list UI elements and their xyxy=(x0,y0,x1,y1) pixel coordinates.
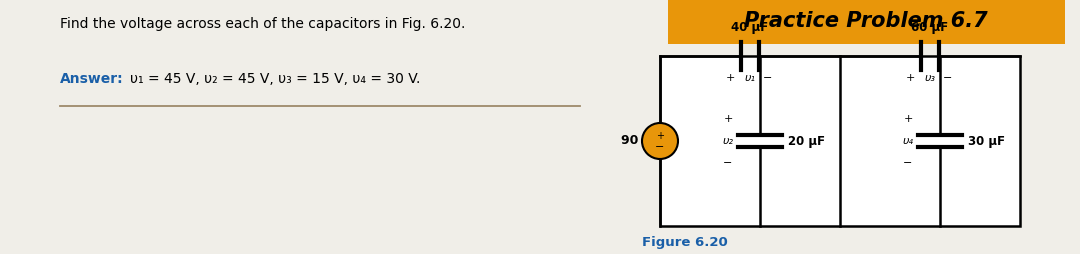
Text: −: − xyxy=(903,158,913,168)
Bar xyxy=(669,0,1065,44)
Text: Answer:: Answer: xyxy=(60,72,123,86)
Circle shape xyxy=(642,123,678,159)
Text: υ₁ = 45 V, υ₂ = 45 V, υ₃ = 15 V, υ₄ = 30 V.: υ₁ = 45 V, υ₂ = 45 V, υ₃ = 15 V, υ₄ = 30… xyxy=(130,72,420,86)
Text: −: − xyxy=(943,73,953,83)
Text: υ₄: υ₄ xyxy=(903,136,914,146)
Text: −: − xyxy=(764,73,772,83)
Bar xyxy=(660,56,1020,226)
Text: +: + xyxy=(724,114,732,124)
Text: Practice Problem 6.7: Practice Problem 6.7 xyxy=(744,11,988,31)
Text: −: − xyxy=(724,158,732,168)
Text: +: + xyxy=(726,73,734,83)
Text: Figure 6.20: Figure 6.20 xyxy=(642,236,728,249)
Text: υ₃: υ₃ xyxy=(924,73,935,83)
Text: 60 μF: 60 μF xyxy=(912,21,948,34)
Text: υ₂: υ₂ xyxy=(723,136,733,146)
Text: 40 μF: 40 μF xyxy=(731,21,769,34)
Text: −: − xyxy=(656,142,664,152)
Text: υ₁: υ₁ xyxy=(744,73,756,83)
Text: +: + xyxy=(656,131,664,141)
Text: +: + xyxy=(903,114,913,124)
Text: Find the voltage across each of the capacitors in Fig. 6.20.: Find the voltage across each of the capa… xyxy=(60,17,465,31)
Text: +: + xyxy=(905,73,915,83)
Text: 20 μF: 20 μF xyxy=(788,135,825,148)
Text: 90 V: 90 V xyxy=(621,135,652,148)
Text: 30 μF: 30 μF xyxy=(968,135,1005,148)
